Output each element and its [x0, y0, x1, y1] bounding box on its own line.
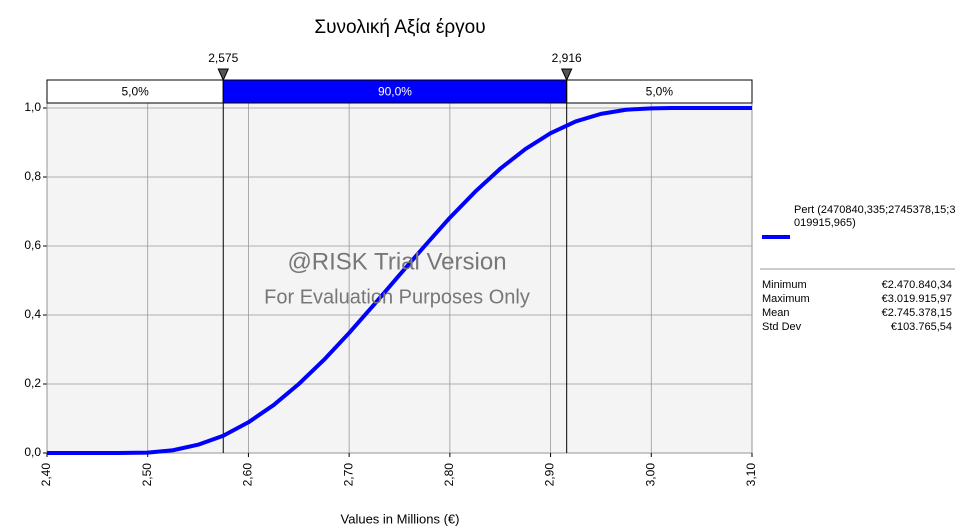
legend-label: Pert (2470840,335;2745378,15;3019915,965…: [794, 204, 956, 229]
delimiter-label: 2,575: [208, 51, 238, 65]
region-label: 5,0%: [646, 85, 674, 99]
cdf-line: [47, 106, 752, 455]
stat-label: Mean: [762, 307, 790, 319]
x-tick-label: 2,90: [543, 463, 557, 487]
stat-value: €103.765,54: [891, 321, 952, 333]
x-tick-label: 3,00: [643, 463, 657, 487]
chart-title: Συνολική Αξία έργου: [314, 17, 485, 38]
region-label: 5,0%: [121, 85, 149, 99]
y-tick-label: 0,8: [24, 169, 41, 183]
y-tick-label: 0,0: [24, 445, 41, 459]
delimiter-label: 2,916: [552, 51, 582, 65]
x-tick-label: 2,80: [442, 463, 456, 487]
region-label: 90,0%: [378, 85, 412, 99]
y-tick-label: 1,0: [24, 100, 41, 114]
stat-label: Std Dev: [762, 321, 802, 333]
y-tick-label: 0,4: [24, 307, 41, 321]
stat-value: €3.019.915,97: [882, 293, 952, 305]
stat-value: €2.745.378,15: [882, 307, 952, 319]
x-tick-label: 2,70: [341, 463, 355, 487]
x-tick-label: 2,60: [241, 463, 255, 487]
x-tick-label: 3,10: [744, 463, 758, 487]
x-axis-label: Values in Millions (€): [341, 511, 460, 526]
watermark: For Evaluation Purposes Only: [264, 286, 530, 308]
y-tick-label: 0,6: [24, 238, 41, 252]
x-tick-label: 2,50: [140, 463, 154, 487]
y-tick-label: 0,2: [24, 376, 41, 390]
delimiter-marker: [560, 68, 573, 82]
x-tick-label: 2,40: [39, 463, 53, 487]
watermark: @RISK Trial Version: [287, 248, 506, 275]
stat-label: Minimum: [762, 279, 807, 291]
stat-value: €2.470.840,34: [882, 279, 952, 291]
delimiter-marker: [217, 68, 230, 82]
stat-label: Maximum: [762, 293, 810, 305]
